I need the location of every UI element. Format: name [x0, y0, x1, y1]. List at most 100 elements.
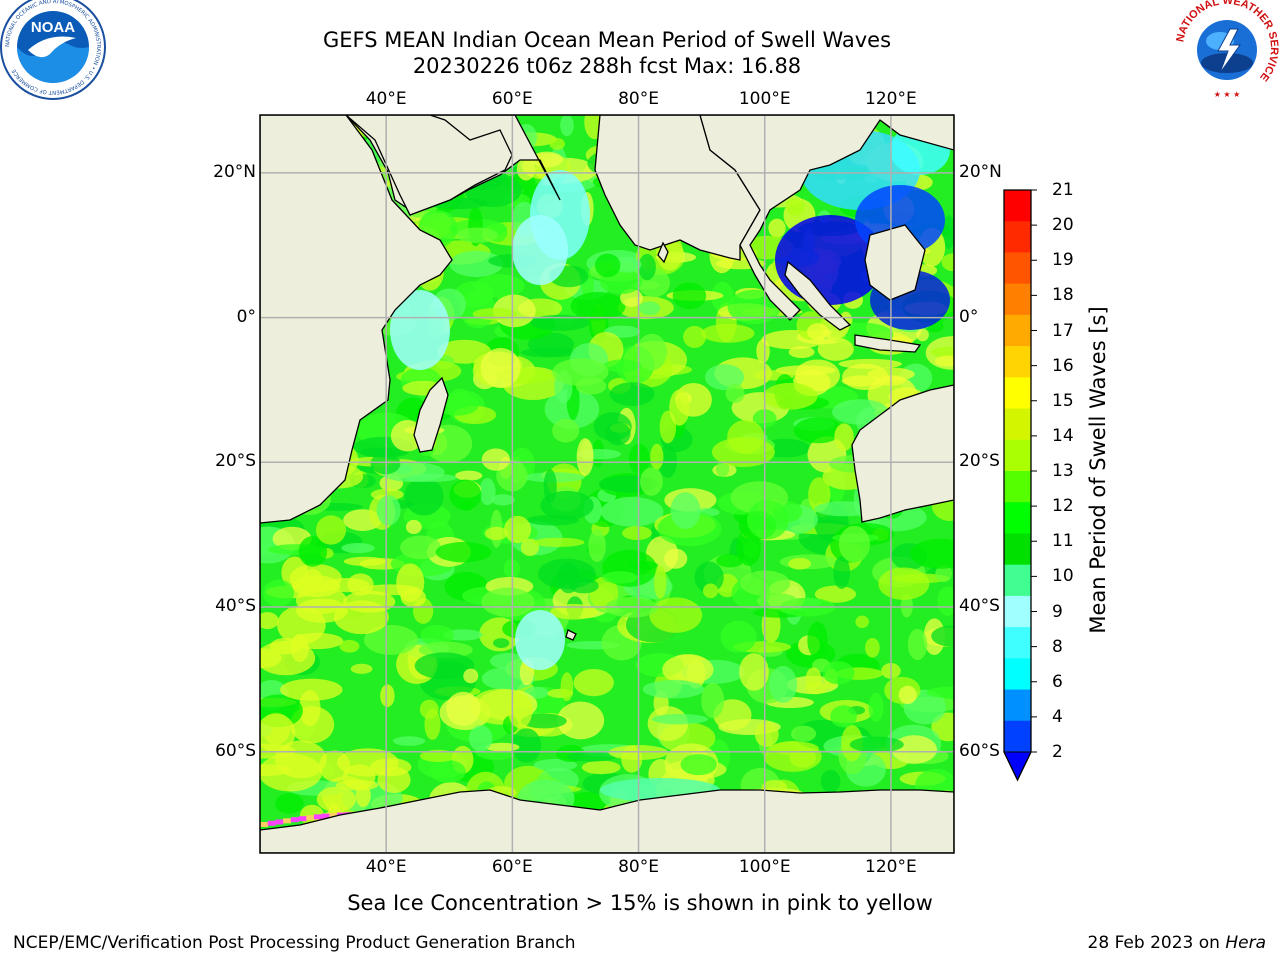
swell-patch [720, 620, 757, 653]
colorbar-frame [1003, 189, 1032, 782]
chart-subtitle: 20230226 t06z 288h fcst Max: 16.88 [412, 54, 802, 78]
java-land [854, 334, 922, 353]
colorbar-segment [1004, 595, 1031, 628]
swell-patch [891, 573, 950, 584]
swell-patch [530, 314, 590, 331]
bottom-longitude-label: 60°E [491, 857, 533, 877]
swell-patch [463, 668, 479, 684]
swell-patch [469, 725, 493, 752]
swell-patch [275, 793, 304, 814]
top-longitude-label: 60°E [491, 89, 533, 109]
swell-patch [588, 529, 606, 563]
colorbar-tick-label: 9 [1052, 601, 1063, 622]
sea-ice-cell [275, 819, 284, 825]
swell-patch [602, 359, 642, 373]
swell-patch [573, 668, 614, 697]
swell-patch [560, 115, 574, 137]
swell-patch [508, 693, 533, 729]
swell-patch [716, 460, 730, 477]
left-latitude-label: 20°S [215, 451, 256, 472]
swell-patch [941, 253, 954, 272]
swell-patch [638, 301, 661, 316]
swell-patch [942, 215, 954, 250]
swell-patch [694, 561, 724, 594]
bottom-longitude-label: 100°E [738, 857, 791, 877]
colorbar-tick-label: 21 [1052, 180, 1074, 200]
colorbar-segment [1004, 221, 1031, 253]
colorbar-tick-label: 17 [1052, 320, 1074, 341]
colorbar-segment [1004, 720, 1031, 753]
kerguelen-land [565, 629, 577, 641]
swell-patch [350, 663, 373, 674]
cool-swell-region [390, 290, 450, 370]
footer-credit: NCEP/EMC/Verification Post Processing Pr… [13, 933, 576, 953]
swell-patch [822, 661, 855, 685]
sea-ice-caption: Sea Ice Concentration > 15% is shown in … [347, 891, 933, 915]
sea-ice-cell [283, 818, 292, 824]
swell-patch [274, 740, 327, 779]
left-latitude-label: 20°N [213, 161, 256, 182]
east-africa-land [260, 115, 453, 524]
colorbar-segment [1004, 252, 1031, 285]
sea-ice-cell [298, 816, 307, 822]
swell-patch [455, 470, 483, 481]
swell-patch [669, 389, 690, 426]
swell-patch [727, 289, 782, 325]
swell-patch [400, 535, 442, 560]
swell-patch [557, 701, 605, 740]
swell-patch [834, 423, 854, 452]
swell-patch [560, 672, 574, 702]
graticule [260, 115, 954, 853]
colorbar-segment [1004, 658, 1031, 691]
swell-patch [770, 741, 819, 756]
swell-patch [420, 624, 454, 646]
swell-patch [900, 594, 913, 618]
swell-patch [746, 499, 789, 540]
swell-patch [711, 437, 775, 468]
swell-patch [280, 678, 343, 701]
colorbar-segment [1004, 471, 1031, 503]
sea-ice-cell [329, 812, 338, 818]
swell-patch [680, 754, 717, 776]
swell-patch [550, 603, 598, 620]
swell-patch [651, 713, 708, 725]
swell-patch [347, 573, 374, 596]
cool-swell-region [515, 610, 565, 670]
colorbar-tick-label: 8 [1052, 636, 1063, 657]
swell-patch [703, 583, 719, 599]
swell-patch [493, 638, 510, 648]
colorbar-tick-label: 10 [1052, 566, 1074, 587]
swell-patch [701, 323, 755, 343]
sea-ice-cell [260, 822, 268, 827]
swell-patch [805, 667, 822, 690]
swell-patch [910, 538, 954, 569]
colorbar-segment [1004, 689, 1031, 722]
colorbar-segment [1004, 627, 1031, 659]
swell-patch [807, 621, 828, 659]
sea-ice-cell [313, 814, 322, 820]
swell-patch [549, 138, 565, 150]
swell-patch [489, 653, 527, 670]
colorbar-segment [1004, 502, 1031, 534]
swell-patch [260, 640, 316, 676]
swell-patch [581, 760, 621, 775]
swell-patch [481, 587, 535, 617]
swell-patch [520, 713, 567, 729]
bottom-longitude-label: 120°E [865, 857, 917, 877]
bottom-longitude-label: 80°E [618, 857, 659, 877]
colorbar-tick-label: 15 [1052, 390, 1074, 411]
swell-patch [814, 585, 857, 603]
colorbar-tick-label: 11 [1052, 531, 1074, 552]
swell-patch [788, 557, 812, 570]
swell-patch [552, 418, 580, 443]
swell-patch [504, 515, 532, 544]
swell-patch [376, 495, 401, 526]
swell-patch [435, 541, 492, 563]
swell-patch [526, 515, 580, 526]
swell-patch [683, 325, 707, 349]
right-latitude-label: 20°S [959, 451, 1000, 472]
swell-patch [302, 568, 323, 593]
swell-patch [363, 624, 419, 655]
swell-patch [937, 586, 954, 617]
swell-patch [260, 612, 279, 630]
